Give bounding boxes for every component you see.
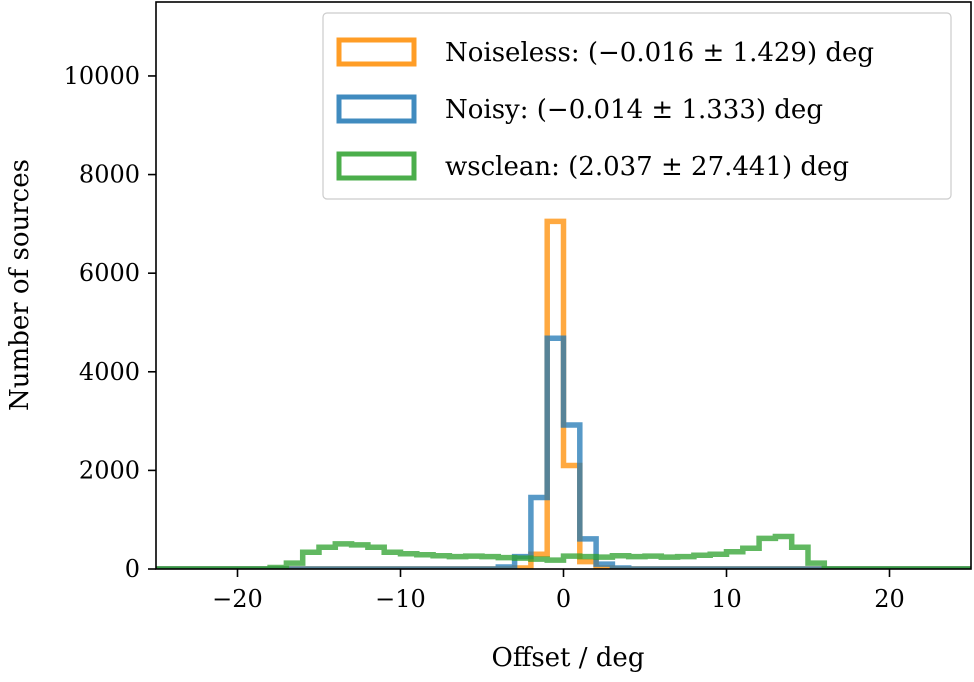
x-axis-label: Offset / deg [492, 643, 645, 673]
y-tick-label: 2000 [79, 456, 140, 484]
y-tick-label: 8000 [79, 161, 140, 189]
series-layer [156, 218, 971, 569]
series-2-step-outline [156, 533, 971, 569]
x-tick-label: 10 [711, 585, 742, 613]
series-1-step-outline [156, 335, 971, 569]
legend-label-0: Noiseless: (−0.016 ± 1.429) deg [445, 38, 874, 68]
y-tick-label: 6000 [79, 259, 140, 287]
x-tick-label: −10 [375, 585, 426, 613]
legend-swatch-1 [336, 94, 417, 124]
y-axis: 0 2000 4000 6000 8000 10000 [64, 62, 156, 583]
y-tick-label: 4000 [79, 358, 140, 386]
y-tick-label: 10000 [64, 62, 140, 90]
x-axis: −20 −10 0 10 20 [212, 569, 905, 613]
x-tick-label: 20 [874, 585, 905, 613]
y-tick-label: 0 [125, 555, 140, 583]
legend-label-1: Noisy: (−0.014 ± 1.333) deg [445, 95, 823, 125]
y-axis-label: Number of sources [5, 159, 35, 411]
x-tick-label: 0 [556, 585, 571, 613]
x-tick-label: −20 [212, 585, 263, 613]
legend-label-2: wsclean: (2.037 ± 27.441) deg [445, 152, 849, 182]
legend-swatch-2 [336, 151, 417, 181]
legend-swatch-0 [336, 37, 417, 67]
legend: Noiseless: (−0.016 ± 1.429) deg Noisy: (−… [322, 12, 952, 200]
legend-box [322, 12, 952, 200]
